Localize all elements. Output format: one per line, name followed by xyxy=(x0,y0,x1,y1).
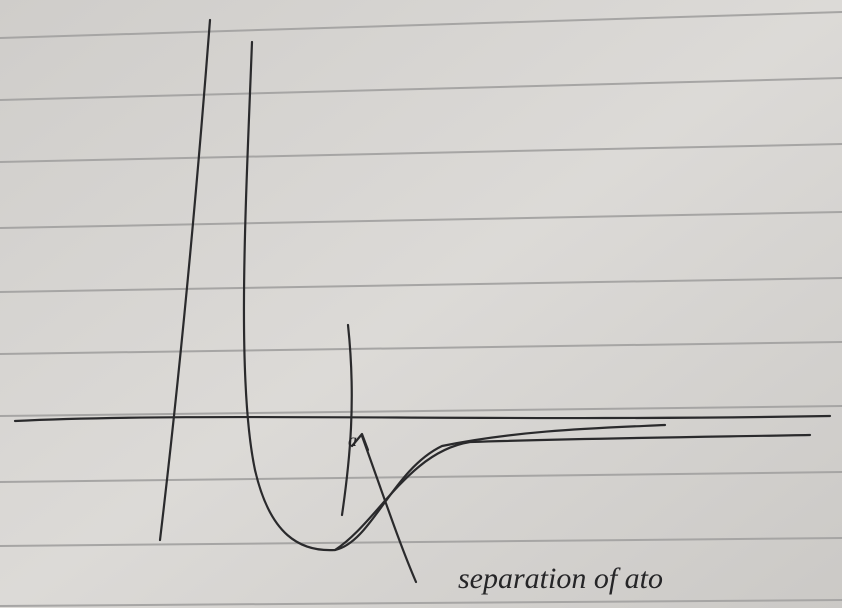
axis-label: separation of ato xyxy=(458,562,663,595)
marker-label: a xyxy=(348,430,357,450)
paper xyxy=(0,0,842,608)
notebook-photo: a separation of ato xyxy=(0,0,842,608)
page: a separation of ato (() => { const data … xyxy=(0,0,842,608)
